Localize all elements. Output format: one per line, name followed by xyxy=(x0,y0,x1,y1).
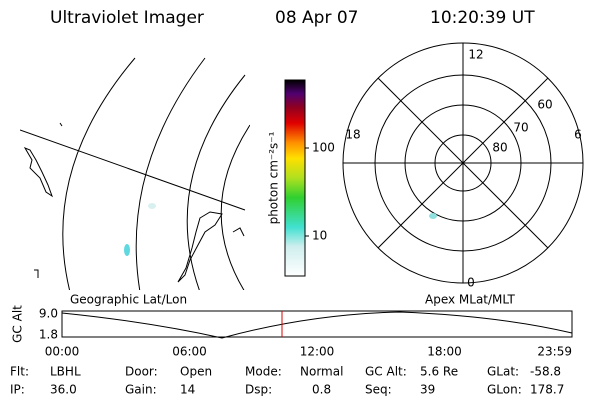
polar-title: Apex MLat/MLT xyxy=(425,293,515,307)
mlt-label: 6 xyxy=(574,128,582,142)
mlat-label: 70 xyxy=(513,121,528,135)
info-label: Gain: xyxy=(125,383,157,397)
timeline-frame xyxy=(61,310,573,338)
colorbar-tick-label: 10 xyxy=(312,229,327,243)
info-value: Normal xyxy=(300,365,343,379)
x-tick-label: 06:00 xyxy=(172,345,207,359)
time: 10:20:39 UT xyxy=(430,8,535,28)
x-tick-label: 12:00 xyxy=(300,345,335,359)
mlt-label: 12 xyxy=(468,48,483,62)
info-value: 178.7 xyxy=(530,383,564,397)
info-value: 36.0 xyxy=(50,383,77,397)
info-value: -58.8 xyxy=(530,365,561,379)
colorbar-tick-label: 100 xyxy=(312,141,335,155)
map xyxy=(20,57,250,290)
timeline-ylabel: GC Alt xyxy=(11,305,25,343)
date: 08 Apr 07 xyxy=(275,8,358,28)
timeline-ticks: 9.0 1.8 00:00 06:00 12:00 18:00 23:59 xyxy=(39,307,572,359)
polar-grid xyxy=(342,42,584,284)
title: Ultraviolet Imager xyxy=(50,8,204,28)
mlat-label: 80 xyxy=(492,141,507,155)
info-label: GLat: xyxy=(487,365,519,379)
colorbar xyxy=(284,79,306,277)
info-label: GLon: xyxy=(487,383,522,397)
info-label: Flt: xyxy=(10,365,29,379)
y-tick-label: 1.8 xyxy=(39,328,58,342)
y-tick-label: 9.0 xyxy=(39,307,58,321)
info-label: IP: xyxy=(10,383,25,397)
info-value: 14 xyxy=(180,383,195,397)
info: Flt: LBHL Door: Open Mode: Normal GC Alt: 5.6 R… xyxy=(10,365,564,397)
x-tick-label: 23:59 xyxy=(537,345,572,359)
colorbar-ticks: 100 10 xyxy=(305,141,335,243)
info-label: Seq: xyxy=(365,383,392,397)
mlat-label: 60 xyxy=(537,98,552,112)
x-tick-label: 00:00 xyxy=(45,345,80,359)
mlt-label: 18 xyxy=(345,128,360,142)
info-value: 0.8 xyxy=(312,383,331,397)
map-title: Geographic Lat/Lon xyxy=(70,293,187,307)
info-label: Door: xyxy=(125,365,158,379)
info-value: LBHL xyxy=(50,365,81,379)
x-tick-label: 18:00 xyxy=(427,345,462,359)
info-label: Dsp: xyxy=(245,383,272,397)
mlt-label: 0 xyxy=(467,276,475,290)
info-label: GC Alt: xyxy=(365,365,407,379)
info-value: 5.6 Re xyxy=(420,365,458,379)
info-label: Mode: xyxy=(245,365,282,379)
info-value: 39 xyxy=(420,383,435,397)
colorbar-label: photon cm⁻²s⁻¹ xyxy=(267,131,281,224)
altitude-curve xyxy=(61,311,573,339)
info-value: Open xyxy=(180,365,212,379)
